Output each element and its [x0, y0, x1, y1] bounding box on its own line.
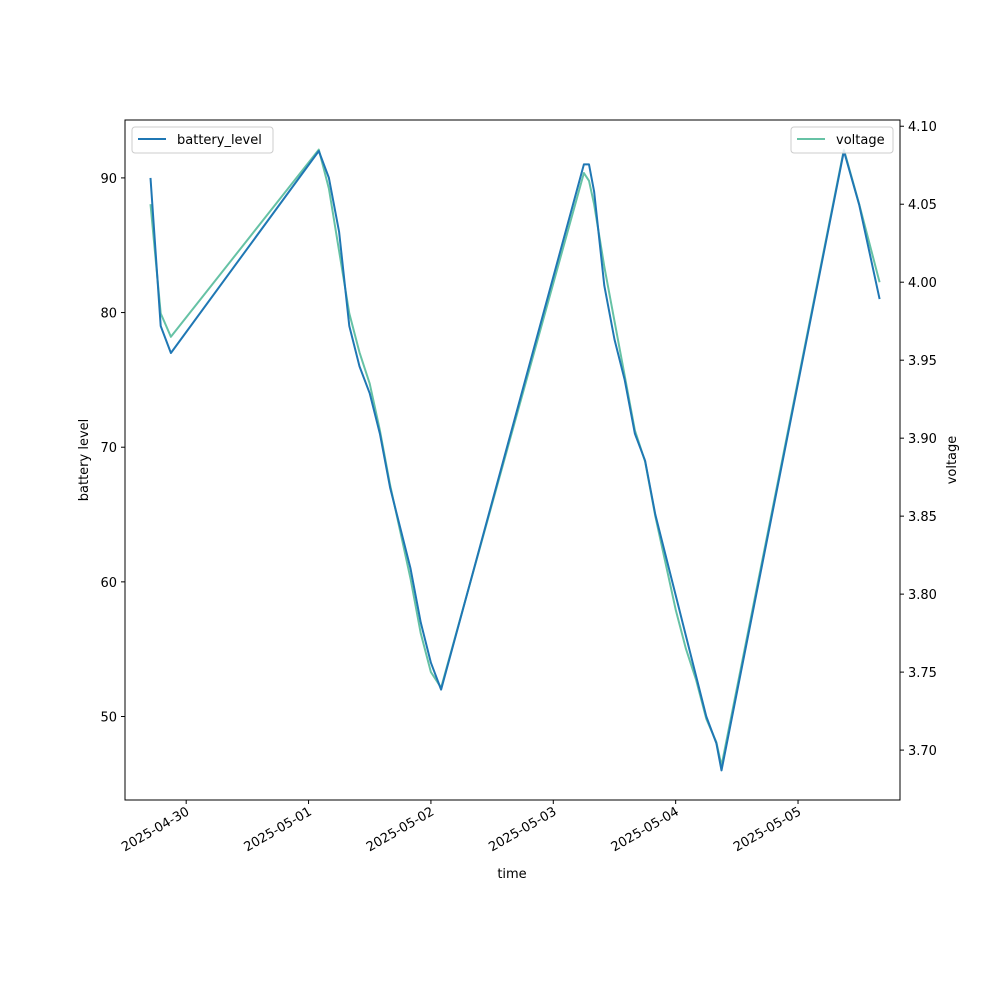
- legend-voltage: voltage: [790, 126, 894, 154]
- y-left-axis-label: battery level: [77, 419, 92, 502]
- x-axis-label: time: [497, 867, 526, 882]
- plot-lines: [149, 148, 881, 772]
- y-right-tick-label: 3.95: [908, 354, 937, 369]
- y-right-tick-label: 4.10: [908, 120, 937, 135]
- y-left-tick-label: 90: [100, 172, 117, 187]
- y-right-tick-label: 3.90: [908, 432, 937, 447]
- legend-battery-level: battery_level: [131, 126, 274, 154]
- y-left-tick-label: 80: [100, 307, 117, 322]
- y-right-tick-label: 3.80: [908, 588, 937, 603]
- y-right-tick-label: 3.85: [908, 510, 937, 525]
- legend-box: [131, 126, 274, 154]
- y-left-axis-ticks: 50 60 70 80 90: [100, 172, 125, 726]
- series-line-battery-level: [149, 150, 881, 772]
- y-right-tick-label: 4.05: [908, 198, 937, 213]
- y-right-axis-ticks: 3.70 3.75 3.80 3.85 3.90 3.95 4.00 4.05 4.10: [900, 120, 937, 759]
- plot-frame: [124, 119, 901, 801]
- legend-box: [790, 126, 894, 154]
- y-right-tick-label: 3.75: [908, 666, 937, 681]
- legend-label-voltage: voltage: [836, 133, 885, 148]
- y-right-axis-label: voltage: [945, 436, 960, 485]
- y-left-tick-label: 60: [100, 576, 117, 591]
- y-left-tick-label: 50: [100, 711, 117, 726]
- y-right-tick-label: 3.70: [908, 744, 937, 759]
- legend-label-battery-level: battery_level: [177, 133, 262, 148]
- y-right-tick-label: 4.00: [908, 276, 937, 291]
- y-left-tick-label: 70: [100, 441, 117, 456]
